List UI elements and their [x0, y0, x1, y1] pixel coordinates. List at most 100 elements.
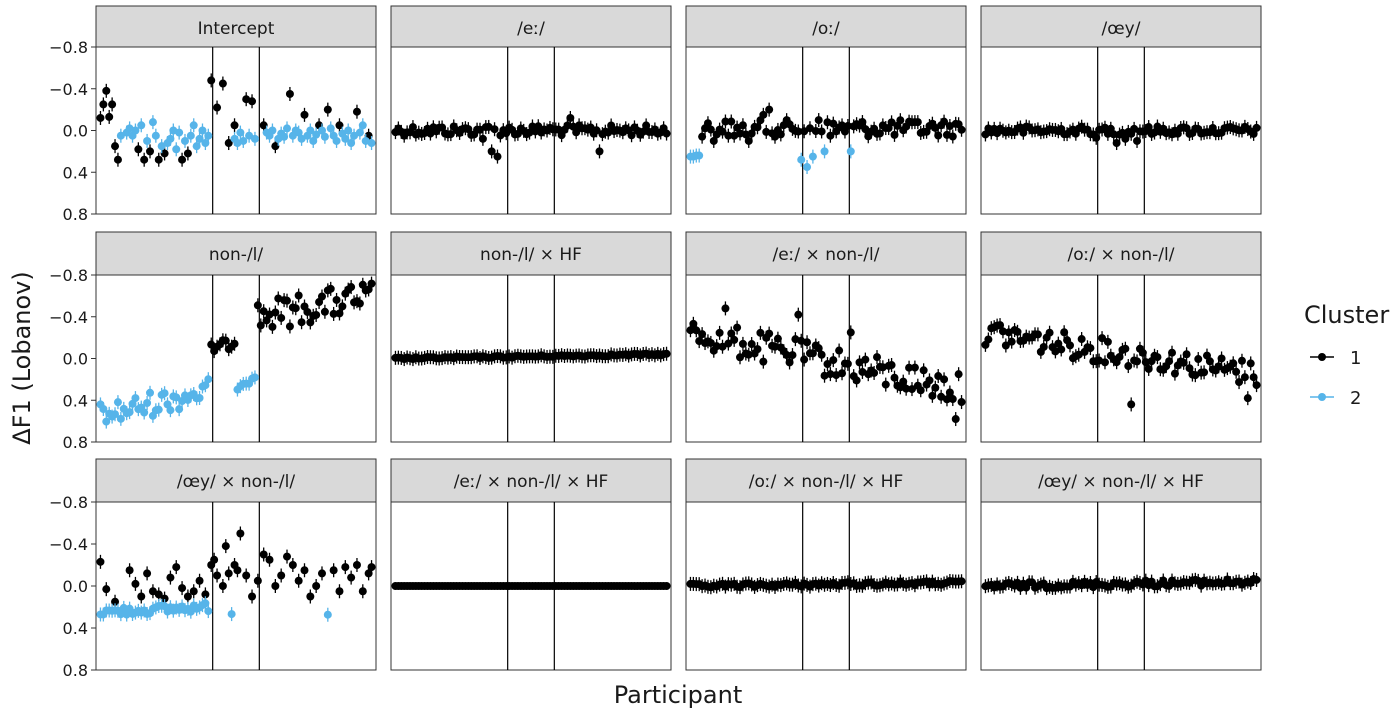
point-cluster-1: [770, 342, 779, 351]
point-cluster-1: [1252, 123, 1261, 132]
y-tick-label: −0.8: [49, 493, 88, 512]
point-cluster-2: [797, 155, 806, 164]
point-cluster-1: [323, 105, 332, 114]
point-cluster-1: [306, 592, 315, 601]
y-tick-label: −0.4: [49, 80, 88, 99]
point-cluster-1: [957, 125, 966, 134]
point-cluster-1: [335, 121, 344, 130]
point-cluster-2: [341, 134, 350, 143]
point-cluster-1: [803, 338, 812, 347]
point-cluster-1: [1019, 128, 1028, 137]
point-cluster-1: [131, 579, 140, 588]
point-cluster-1: [277, 571, 286, 580]
point-cluster-2: [175, 405, 184, 414]
point-cluster-2: [175, 128, 184, 137]
point-cluster-2: [695, 151, 704, 160]
legend-label: 2: [1350, 388, 1361, 409]
point-cluster-2: [151, 131, 160, 140]
point-cluster-2: [180, 136, 189, 145]
point-cluster-1: [1249, 373, 1258, 382]
point-cluster-2: [820, 147, 829, 156]
point-cluster-1: [907, 385, 916, 394]
facet-title: non-/l/ × HF: [480, 245, 582, 265]
point-cluster-1: [835, 346, 844, 355]
point-cluster-1: [113, 155, 122, 164]
point-cluster-1: [724, 339, 733, 348]
point-cluster-2: [201, 139, 210, 148]
point-cluster-1: [902, 384, 911, 393]
facet-title: Intercept: [198, 19, 275, 39]
point-cluster-1: [1001, 341, 1010, 350]
point-cluster-1: [201, 590, 210, 599]
point-cluster-1: [747, 129, 756, 138]
point-cluster-1: [160, 594, 169, 603]
point-cluster-1: [1086, 344, 1095, 353]
point-cluster-1: [259, 121, 268, 130]
point-cluster-2: [201, 381, 210, 390]
facet-panel: non-/l/ × HF: [390, 231, 672, 443]
point-cluster-1: [951, 415, 960, 424]
facet-strip: [390, 5, 672, 48]
point-cluster-1: [1249, 129, 1258, 138]
y-tick-label: −0.8: [49, 266, 88, 285]
point-cluster-1: [332, 295, 341, 304]
facet-panel: /eː/: [390, 5, 672, 215]
point-cluster-1: [341, 563, 350, 572]
point-cluster-2: [204, 375, 213, 384]
point-cluster-2: [166, 406, 175, 415]
point-cluster-1: [727, 329, 736, 338]
point-cluster-1: [1013, 327, 1022, 336]
point-cluster-1: [303, 307, 312, 316]
point-cluster-2: [113, 398, 122, 407]
point-cluster-1: [945, 388, 954, 397]
point-cluster-1: [928, 391, 937, 400]
point-cluster-1: [686, 326, 695, 335]
point-cluster-1: [438, 123, 447, 132]
point-cluster-1: [712, 342, 721, 351]
point-cluster-1: [218, 79, 227, 88]
point-cluster-1: [335, 587, 344, 596]
point-cluster-1: [1246, 359, 1255, 368]
point-cluster-1: [285, 89, 294, 98]
point-cluster-1: [326, 284, 335, 293]
legend-key-point: [1318, 353, 1326, 361]
point-cluster-1: [271, 142, 280, 151]
point-cluster-1: [490, 125, 499, 134]
y-axis-title: ΔF1 (Lobanov): [8, 271, 36, 445]
point-cluster-1: [487, 147, 496, 156]
point-cluster-2: [154, 405, 163, 414]
facet-strip: [980, 5, 1262, 48]
point-cluster-1: [283, 296, 292, 305]
point-cluster-2: [283, 124, 292, 133]
point-cluster-1: [689, 319, 698, 328]
point-cluster-1: [96, 113, 105, 122]
point-cluster-1: [300, 110, 309, 119]
point-cluster-1: [875, 129, 884, 138]
point-cluster-2: [803, 163, 812, 172]
point-cluster-1: [1182, 350, 1191, 359]
point-cluster-1: [242, 571, 251, 580]
point-cluster-1: [730, 335, 739, 344]
point-cluster-2: [355, 128, 364, 137]
point-cluster-1: [154, 155, 163, 164]
point-cluster-1: [283, 552, 292, 561]
point-cluster-1: [846, 328, 855, 337]
point-cluster-1: [329, 309, 338, 318]
point-cluster-1: [794, 127, 803, 136]
point-cluster-2: [137, 121, 146, 130]
point-cluster-1: [259, 307, 268, 316]
point-cluster-1: [236, 529, 245, 538]
point-cluster-1: [940, 117, 949, 126]
point-cluster-1: [572, 128, 581, 137]
point-cluster-1: [1168, 348, 1177, 357]
point-cluster-1: [352, 107, 361, 116]
point-cluster-1: [984, 335, 993, 344]
point-cluster-1: [934, 131, 943, 140]
point-cluster-2: [309, 136, 318, 145]
point-cluster-1: [1112, 139, 1121, 148]
point-cluster-1: [1179, 358, 1188, 367]
point-cluster-1: [271, 308, 280, 317]
point-cluster-1: [910, 363, 919, 372]
point-cluster-1: [1127, 400, 1136, 409]
point-cluster-1: [913, 118, 922, 127]
